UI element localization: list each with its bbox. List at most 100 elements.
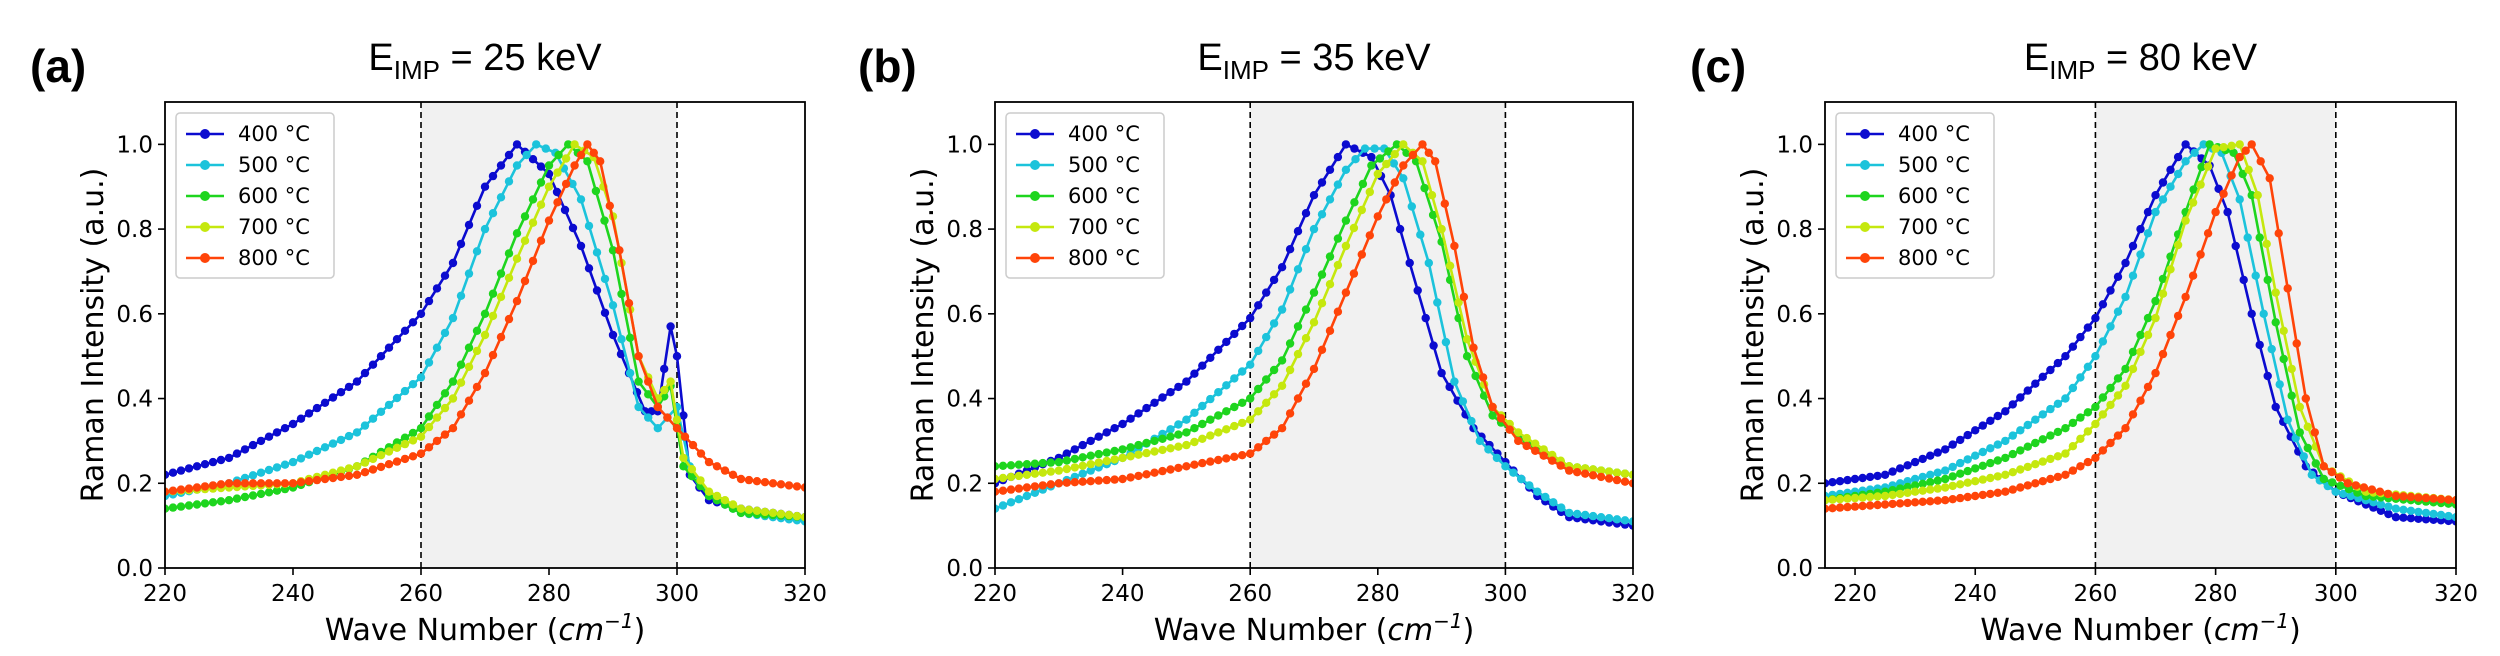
data-point — [1441, 337, 1451, 347]
x-tick-label: 260 — [399, 581, 443, 607]
data-point — [2128, 241, 2138, 251]
data-point — [448, 313, 458, 323]
data-point — [2375, 487, 2385, 496]
data-point — [2301, 394, 2310, 403]
data-point — [1858, 473, 1867, 483]
data-point — [2023, 481, 2033, 490]
data-point — [440, 271, 450, 280]
data-point — [544, 182, 554, 191]
data-point — [1971, 451, 1980, 460]
data-point — [1850, 474, 1860, 484]
data-point — [2106, 286, 2115, 295]
data-point — [1214, 411, 1223, 420]
legend-label: 400 °C — [1068, 122, 1140, 146]
data-point — [2136, 347, 2145, 357]
data-point — [2098, 300, 2108, 309]
data-point — [472, 346, 482, 356]
data-point — [2319, 462, 2328, 471]
y-tick-label: 0.8 — [116, 217, 153, 243]
data-point — [1086, 436, 1095, 446]
data-point — [424, 443, 434, 452]
data-point — [1399, 174, 1408, 183]
data-point — [1262, 398, 1271, 407]
data-point — [2391, 504, 2401, 513]
legend-marker — [1860, 160, 1870, 170]
data-point — [2336, 481, 2345, 490]
data-point — [1118, 474, 1127, 484]
data-point — [1948, 495, 1957, 504]
data-point — [1620, 469, 1630, 478]
data-point — [1628, 479, 1633, 488]
data-point — [368, 465, 378, 474]
data-point — [2098, 446, 2108, 455]
data-point — [1158, 434, 1167, 443]
data-point — [1416, 230, 1425, 239]
y-axis-label: Raman Intensity (a.u.) — [906, 168, 941, 503]
data-point — [464, 220, 474, 230]
data-point — [448, 377, 458, 386]
data-point — [232, 494, 242, 503]
data-point — [1628, 517, 1633, 526]
data-point — [647, 407, 656, 416]
data-point — [1880, 470, 1890, 479]
data-point — [1437, 368, 1446, 378]
data-point — [1110, 475, 1119, 484]
data-point — [2414, 493, 2423, 502]
data-point — [1612, 515, 1622, 524]
data-point — [2001, 436, 2010, 446]
data-point — [1262, 332, 1271, 342]
data-point — [1399, 140, 1408, 149]
data-point — [304, 477, 314, 486]
data-point — [472, 382, 482, 392]
data-point — [592, 248, 602, 257]
data-point — [1190, 408, 1199, 417]
data-point — [672, 424, 682, 433]
data-point — [440, 403, 450, 413]
data-point — [384, 400, 394, 410]
data-point — [192, 483, 202, 492]
data-point — [2113, 391, 2123, 400]
data-point — [1895, 499, 1905, 508]
data-point — [2136, 396, 2145, 405]
data-point — [400, 386, 410, 396]
data-point — [1612, 475, 1622, 485]
data-point — [272, 428, 282, 437]
data-point — [2128, 271, 2138, 280]
data-point — [1365, 231, 1375, 240]
data-point — [440, 328, 450, 338]
data-point — [1373, 212, 1383, 221]
data-point — [1158, 393, 1167, 402]
data-point — [679, 411, 688, 420]
data-point — [2091, 313, 2100, 323]
data-point — [2351, 481, 2360, 490]
data-point — [1413, 286, 1422, 295]
data-point — [2008, 468, 2018, 477]
data-point — [2136, 330, 2145, 340]
data-point — [1190, 369, 1199, 378]
data-point — [416, 424, 426, 433]
data-point — [1873, 471, 1882, 481]
data-point — [2106, 322, 2115, 331]
data-point — [1895, 464, 1905, 473]
data-point — [1046, 467, 1056, 476]
data-point — [1612, 468, 1622, 477]
data-point — [1317, 270, 1327, 279]
data-point — [1941, 466, 1950, 475]
data-point — [1333, 307, 1343, 316]
data-point — [1102, 448, 1111, 457]
data-point — [1325, 280, 1335, 289]
data-point — [256, 468, 266, 477]
data-point — [1539, 451, 1548, 460]
data-point — [2098, 337, 2108, 346]
data-point — [1262, 436, 1271, 446]
data-point — [2328, 478, 2337, 487]
data-point — [2359, 483, 2369, 492]
y-tick-label: 0.0 — [116, 556, 153, 582]
data-point — [2181, 140, 2190, 149]
data-point — [328, 473, 338, 483]
data-point — [408, 428, 418, 438]
data-point — [1933, 476, 1942, 485]
data-point — [2061, 352, 2070, 361]
data-point — [688, 440, 698, 450]
x-axis-label: Wave Number (cm−1) — [325, 609, 646, 648]
